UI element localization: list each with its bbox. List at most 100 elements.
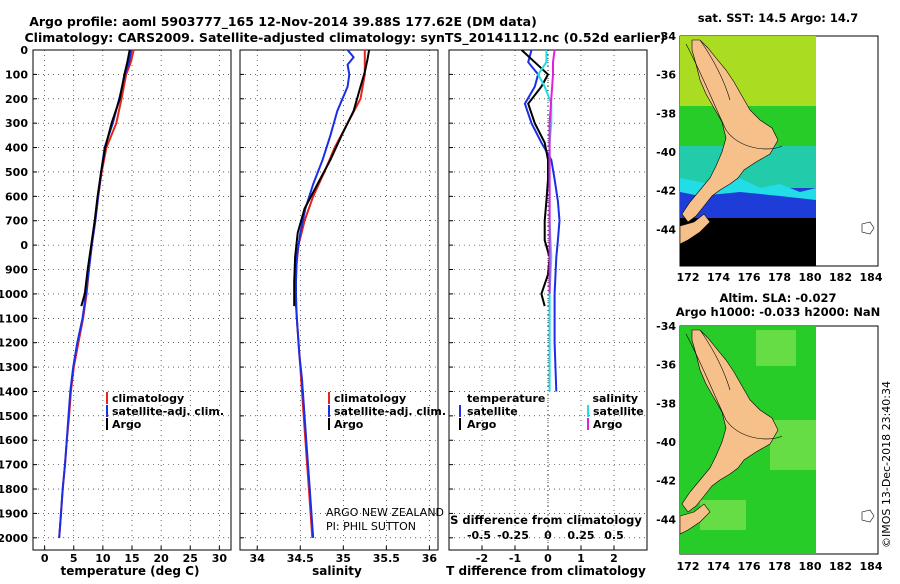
sst-map-xticks: 172 174 176 178 180 182 184 [677, 271, 883, 284]
map-y-tick-label: -42 [656, 185, 676, 198]
x-tick-label: 0 [544, 552, 552, 565]
sla-map-title-2: Argo h1000: -0.033 h2000: NaN [676, 305, 880, 319]
depth-tick-label: 1300 [0, 361, 28, 374]
x-tick-label: 15 [124, 552, 139, 565]
legend-t-satellite: satellite [467, 405, 518, 418]
x-tick-label: 25 [183, 552, 198, 565]
map-x-tick-label: 176 [738, 271, 761, 284]
difference-panel: -2 -1 0 1 2 T difference from climatology S … [446, 49, 648, 578]
x-tick-label: 5 [70, 552, 78, 565]
depth-tick-label: 1400 [0, 385, 28, 398]
salinity-grid [240, 49, 438, 550]
x-tick-label: 30 [212, 552, 228, 565]
sst-chatham [861, 221, 875, 235]
secondary-tick-label: -0.5 [467, 529, 491, 542]
map-x-tick-label: 174 [707, 560, 730, 573]
title-line-2: Climatology: CARS2009. Satellite-adjuste… [24, 30, 665, 46]
map-x-tick-label: 182 [829, 271, 852, 284]
temperature-xlabel: temperature (deg C) [61, 564, 200, 578]
x-tick-label: 20 [153, 552, 169, 565]
map-y-tick-label: -38 [656, 397, 676, 410]
depth-tick-label: 1100 [0, 312, 28, 325]
map-x-tick-label: 172 [677, 271, 700, 284]
secondary-tick-label: 0.25 [567, 529, 594, 542]
sst-map-yticks: -34 -36 -38 -40 -42 -44 [656, 30, 676, 236]
sst-contour [685, 39, 783, 150]
legend-climatology: climatology [334, 392, 406, 405]
x-tick-label: 35 [336, 552, 351, 565]
temperature-grid [33, 49, 231, 550]
depth-tick-label: 400 [5, 142, 28, 155]
sla-south-island-tip [679, 503, 711, 535]
sla-map: Altim. SLA: -0.027 Argo h1000: -0.033 h2… [656, 291, 883, 573]
map-x-tick-label: 180 [799, 271, 822, 284]
map-y-tick-label: -44 [656, 513, 676, 526]
sla-field-light-1 [756, 330, 796, 366]
depth-tick-label: 0 [20, 239, 28, 252]
map-y-tick-label: -40 [656, 436, 676, 449]
map-x-tick-label: 174 [707, 271, 730, 284]
legend-temperature-header: temperature [467, 392, 545, 405]
secondary-tick-label: 0.5 [604, 529, 624, 542]
temperature-legend: climatology satellite-adj. clim. Argo [106, 392, 224, 431]
sst-map-title: sat. SST: 14.5 Argo: 14.7 [698, 11, 858, 25]
map-x-tick-label: 180 [799, 560, 822, 573]
depth-axis: 0 100 200 300 400 500 600 700 0 900 1000 1100 1200 13… [0, 44, 28, 545]
x-tick-label: 1 [577, 552, 585, 565]
depth-tick-label: 1600 [0, 434, 28, 447]
temperature-xticks: 0 5 10 15 20 25 30 [41, 552, 228, 565]
salinity-legend: climatology satellite-adj. clim. Argo [328, 392, 446, 431]
legend-climatology: climatology [112, 392, 184, 405]
x-tick-label: 34 [250, 552, 266, 565]
secondary-ticks: -0.5 -0.25 0 0.25 0.5 [467, 529, 624, 542]
x-tick-label: -1 [509, 552, 521, 565]
series-line-argo [80, 49, 131, 307]
depth-tick-label: 700 [5, 215, 28, 228]
x-tick-label: 35.5 [373, 552, 400, 565]
difference-series [520, 49, 561, 392]
depth-tick-label: 1900 [0, 507, 28, 520]
salinity-series [293, 49, 371, 538]
salinity-xlabel: salinity [312, 564, 362, 578]
legend-s-satellite: satellite [593, 405, 644, 418]
sla-field-light-2 [770, 420, 816, 470]
x-tick-label: 36 [422, 552, 438, 565]
x-tick-label: -2 [476, 552, 488, 565]
map-y-tick-label: -38 [656, 107, 676, 120]
depth-tick-label: 500 [5, 166, 28, 179]
map-y-tick-label: -36 [656, 69, 676, 82]
x-tick-label: 2 [610, 552, 618, 565]
depth-tick-label: 200 [5, 93, 28, 106]
depth-tick-label: 100 [5, 68, 28, 81]
sla-map-title-1: Altim. SLA: -0.027 [719, 291, 836, 305]
depth-tick-label: 600 [5, 190, 28, 203]
legend-satellite: satellite-adj. clim. [112, 405, 224, 418]
legend-satellite: satellite-adj. clim. [334, 405, 446, 418]
difference-grid [449, 49, 647, 550]
depth-tick-label: 1800 [0, 483, 28, 496]
map-y-tick-label: -34 [656, 30, 676, 43]
depth-tick-label: 1200 [0, 337, 28, 350]
salinity-panel: 34 34.5 35 35.5 36 salinity climatology sate… [239, 49, 446, 578]
salinity-frame [239, 49, 439, 551]
sst-map: sat. SST: 14.5 Argo: 14.7 172 174 176 178 18… [656, 11, 883, 284]
map-y-tick-label: -44 [656, 223, 676, 236]
map-y-tick-label: -42 [656, 475, 676, 488]
secondary-tick-label: -0.25 [497, 529, 529, 542]
secondary-axis-label: S difference from climatology [450, 513, 642, 527]
sla-contour [685, 329, 783, 440]
series-line-satellite-adj-clim- [295, 49, 355, 538]
salinity-xticks: 34 34.5 35 35.5 36 [250, 552, 438, 565]
sst-map-field [679, 36, 875, 266]
x-tick-label: 34.5 [287, 552, 314, 565]
temperature-series [58, 49, 135, 538]
sla-chatham [861, 509, 875, 523]
map-x-tick-label: 182 [829, 560, 852, 573]
legend-salinity-header: salinity [592, 392, 638, 405]
depth-tick-label: 1000 [0, 288, 28, 301]
legend-s-argo: Argo [593, 418, 623, 431]
series-line-salinity-argo [548, 49, 556, 294]
annotation-line-1: ARGO NEW ZEALAND [326, 506, 444, 519]
map-x-tick-label: 184 [860, 560, 883, 573]
